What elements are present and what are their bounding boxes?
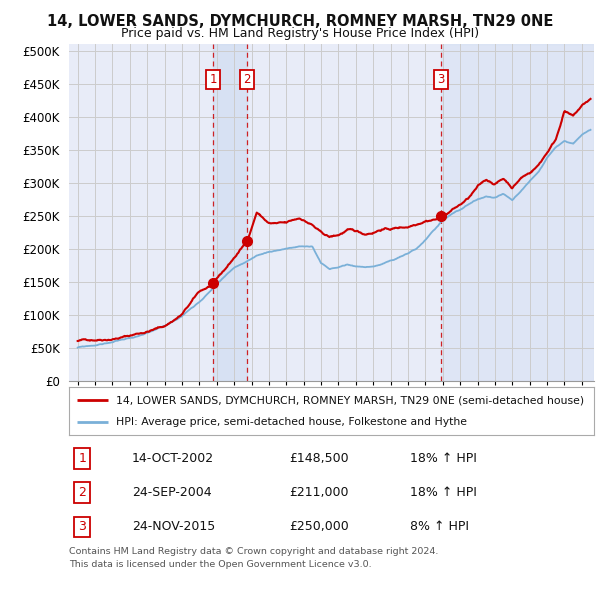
Text: 3: 3 xyxy=(437,73,445,86)
Text: 2: 2 xyxy=(78,486,86,499)
Text: 24-SEP-2004: 24-SEP-2004 xyxy=(132,486,212,499)
Text: 1: 1 xyxy=(78,452,86,465)
Text: Price paid vs. HM Land Registry's House Price Index (HPI): Price paid vs. HM Land Registry's House … xyxy=(121,27,479,40)
Text: 8% ↑ HPI: 8% ↑ HPI xyxy=(410,520,469,533)
Text: 18% ↑ HPI: 18% ↑ HPI xyxy=(410,486,477,499)
Bar xyxy=(441,44,594,381)
Text: Contains HM Land Registry data © Crown copyright and database right 2024.: Contains HM Land Registry data © Crown c… xyxy=(69,547,439,556)
Text: £148,500: £148,500 xyxy=(290,452,349,465)
Text: £250,000: £250,000 xyxy=(290,520,349,533)
Text: 1: 1 xyxy=(209,73,217,86)
Text: 18% ↑ HPI: 18% ↑ HPI xyxy=(410,452,477,465)
Bar xyxy=(213,44,247,381)
Text: 14, LOWER SANDS, DYMCHURCH, ROMNEY MARSH, TN29 0NE (semi-detached house): 14, LOWER SANDS, DYMCHURCH, ROMNEY MARSH… xyxy=(116,395,584,405)
Text: 14, LOWER SANDS, DYMCHURCH, ROMNEY MARSH, TN29 0NE: 14, LOWER SANDS, DYMCHURCH, ROMNEY MARSH… xyxy=(47,14,553,28)
Text: £211,000: £211,000 xyxy=(290,486,349,499)
Text: 14-OCT-2002: 14-OCT-2002 xyxy=(132,452,214,465)
Text: HPI: Average price, semi-detached house, Folkestone and Hythe: HPI: Average price, semi-detached house,… xyxy=(116,417,467,427)
Text: This data is licensed under the Open Government Licence v3.0.: This data is licensed under the Open Gov… xyxy=(69,560,371,569)
Text: 24-NOV-2015: 24-NOV-2015 xyxy=(132,520,215,533)
Text: 2: 2 xyxy=(243,73,251,86)
Text: 3: 3 xyxy=(78,520,86,533)
